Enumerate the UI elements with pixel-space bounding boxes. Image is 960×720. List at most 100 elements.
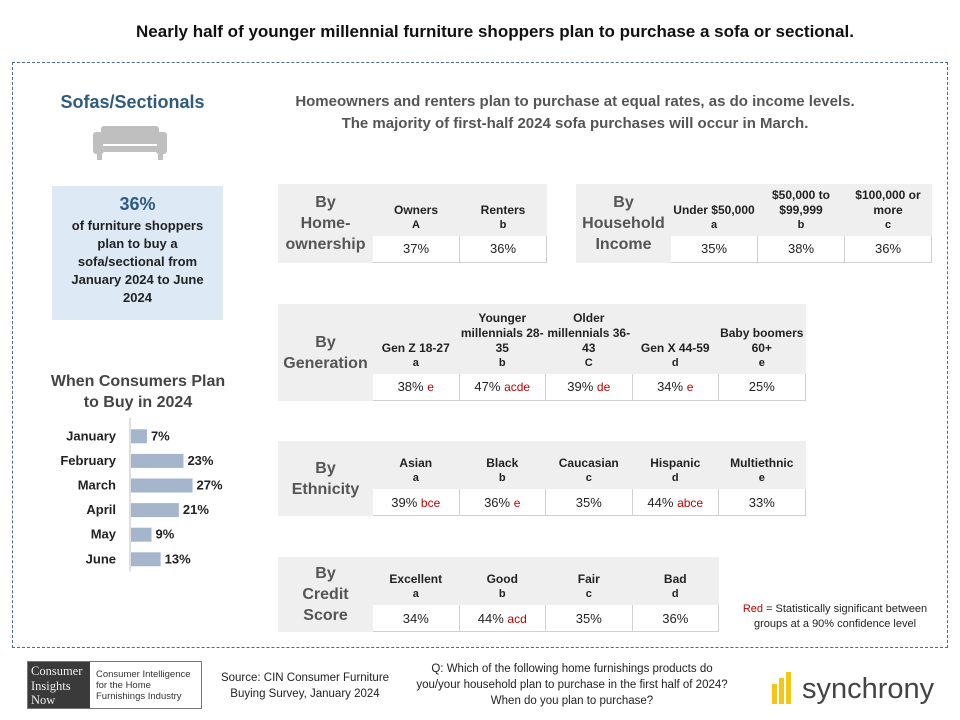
column-header: Baby boomers 60+ e (718, 304, 806, 374)
column-name: Renters (480, 202, 526, 217)
column-name: Baby boomers 60+ (720, 325, 804, 355)
column-header: Owners A (372, 184, 460, 236)
cell-value: 33% (748, 494, 775, 510)
table-label-line: Ethnicity (291, 480, 360, 498)
column-code: a (710, 218, 718, 231)
category-label: February (60, 453, 116, 468)
value-cell: 34% (372, 604, 460, 632)
cin-logo-line: Insights (31, 678, 71, 693)
content-frame (12, 62, 948, 648)
purchase-timing-chart: January 7% February 23% March 27% April 21% May 9… (60, 418, 223, 572)
column-name: Multiethnic (730, 456, 794, 470)
value-cell: 35% (545, 488, 633, 516)
income-table: By Household Income Under $50,000 a $50,000 t… (576, 184, 932, 264)
significance-letters: de (596, 380, 611, 395)
ethnicity-label: By Ethnicity (278, 441, 373, 516)
subtitle-line-2: The majority of first-half 2024 sofa pur… (341, 115, 809, 132)
column-code: d (671, 472, 679, 484)
table-label-line: Income (595, 236, 652, 253)
bar-march (131, 478, 193, 493)
column-header: Gen X 44-59 d (631, 304, 719, 374)
column-header: $50,000 to $99,999 b (757, 184, 845, 236)
column-code: e (758, 472, 765, 484)
value-cell: 35% (670, 234, 758, 264)
cell-value: 44% (647, 494, 674, 510)
cell-value: 39% (391, 494, 418, 510)
income-label: By Household Income (576, 184, 671, 263)
column-name: $50,000 to $99,999 (771, 187, 831, 217)
column-name: Black (486, 456, 519, 470)
column-header: Bad d (631, 557, 719, 605)
cin-logo: Consumer Insights Now Consumer Intellige… (27, 661, 202, 709)
subtitle-line-1: Homeowners and renters plan to purchase … (295, 93, 855, 110)
category-label: May (91, 527, 117, 542)
bar-may (131, 527, 152, 542)
bar-value-label: 21% (183, 502, 209, 517)
column-code: d (671, 356, 679, 369)
column-name: Younger millennials 28-35 (460, 310, 544, 355)
significance-letters: e (686, 380, 694, 395)
bar-june (131, 552, 161, 567)
significance-letters: acd (507, 611, 527, 626)
column-name: Hispanic (650, 456, 701, 470)
value-cell: 25% (718, 372, 806, 402)
column-header: Younger millennials 28-35 b (458, 304, 546, 374)
cell-value: 25% (748, 379, 775, 395)
column-header: $100,000 or more c (844, 184, 932, 236)
column-code: C (584, 356, 593, 369)
column-name: Good (486, 572, 518, 586)
cell-value: 36% (874, 241, 902, 257)
value-cell: 35% (545, 604, 633, 632)
synchrony-wordmark: synchrony (802, 673, 935, 705)
column-name: Asian (399, 456, 433, 470)
column-code: d (671, 588, 679, 600)
cin-tagline-line: Consumer Intelligence (96, 669, 191, 680)
column-code: b (498, 356, 506, 369)
cell-value: 38% (787, 241, 815, 257)
bar-april (131, 503, 179, 518)
column-code: b (498, 588, 506, 600)
cin-logo-line: Consumer (31, 664, 83, 678)
column-code: a (412, 472, 419, 484)
table-label-line: ownership (285, 236, 366, 253)
value-cell: 39% de (545, 372, 633, 402)
value-cell: 44% acd (458, 604, 546, 632)
homeownership-label: By Home-ownership (278, 184, 373, 263)
table-label-line: Score (303, 607, 348, 624)
column-name: Caucasian (558, 456, 619, 470)
category-label: March (78, 478, 116, 493)
sofa-icon (93, 126, 167, 160)
cin-logo-line: Now (31, 693, 56, 707)
cell-value: 34% (657, 379, 684, 395)
column-name: Bad (663, 572, 687, 586)
significance-letters: e (513, 495, 521, 510)
cell-value: 36% (484, 494, 511, 510)
cell-value: 36% (489, 241, 517, 257)
column-code: c (585, 472, 592, 484)
column-header: Multiethnic e (718, 441, 806, 489)
column-header: Renters b (459, 184, 547, 236)
value-cell: 37% (372, 234, 460, 264)
table-label-line: Household (582, 215, 665, 232)
value-cell: 47% acde (458, 372, 546, 402)
cin-logo-mark: Consumer Insights Now (28, 662, 90, 708)
column-header: Under $50,000 a (670, 184, 758, 236)
column-name: Older millennials 36-43 (547, 310, 631, 355)
column-header: Gen Z 18-27 a (372, 304, 460, 374)
column-header: Fair c (545, 557, 633, 605)
significance-letters: bce (420, 495, 441, 510)
significance-letters: acde (504, 380, 531, 395)
column-code: b (797, 218, 805, 231)
value-cell: 36% (631, 604, 719, 632)
column-name: $100,000 or more (855, 187, 921, 217)
value-cell: 34% e (631, 372, 719, 402)
significance-letters: abce (677, 495, 704, 510)
cell-value: 47% (474, 379, 501, 395)
value-cell: 36% (459, 234, 547, 264)
legend-text: = Statistically significant between grou… (753, 603, 928, 630)
significance-legend: Red = Statistically significant between … (730, 602, 940, 632)
column-code: a (412, 588, 419, 600)
column-name: Excellent (389, 572, 443, 586)
value-cell: 38% e (372, 372, 460, 402)
bar-value-label: 27% (197, 478, 223, 493)
